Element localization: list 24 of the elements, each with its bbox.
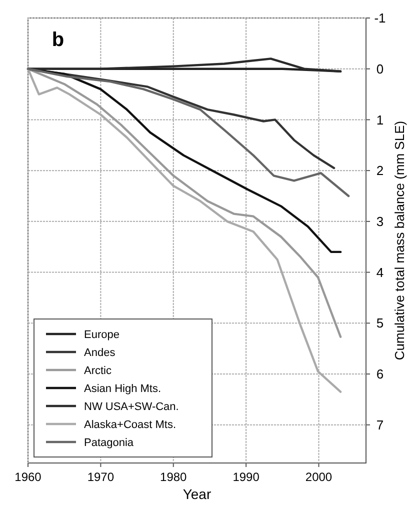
y-tick-label: 7 [376, 417, 384, 432]
annotation: b [52, 29, 64, 51]
y-tick-label: 3 [376, 214, 384, 229]
x-axis-title: Year [182, 486, 212, 502]
y-axis-title: Cumulative total mass balance (mm SLE) [392, 120, 407, 360]
x-tick-label: 1990 [232, 470, 260, 484]
legend-label: NW USA+SW-Can. [84, 400, 179, 413]
legend-label: Alaska+Coast Mts. [84, 418, 176, 431]
y-tick-label: 4 [376, 264, 384, 280]
legend-label: Europe [84, 328, 120, 341]
legend-label: Patagonia [84, 436, 134, 449]
y-tick-label: 5 [376, 316, 384, 331]
x-tick-label: 1960 [14, 470, 42, 484]
legend-label: Asian High Mts. [84, 382, 162, 395]
legend-label: Andes [84, 346, 116, 359]
y-tick-label: -1 [374, 10, 386, 26]
y-tick-label: 1 [376, 112, 384, 128]
y-tick-label: 6 [376, 366, 384, 382]
x-tick-label: 1970 [87, 470, 114, 484]
y-tick-label: 0 [376, 61, 384, 76]
y-tick-label: 2 [376, 163, 384, 178]
x-tick-label: 2000 [305, 470, 332, 484]
legend-label: Arctic [84, 364, 112, 377]
x-tick-label: 1980 [160, 470, 188, 484]
